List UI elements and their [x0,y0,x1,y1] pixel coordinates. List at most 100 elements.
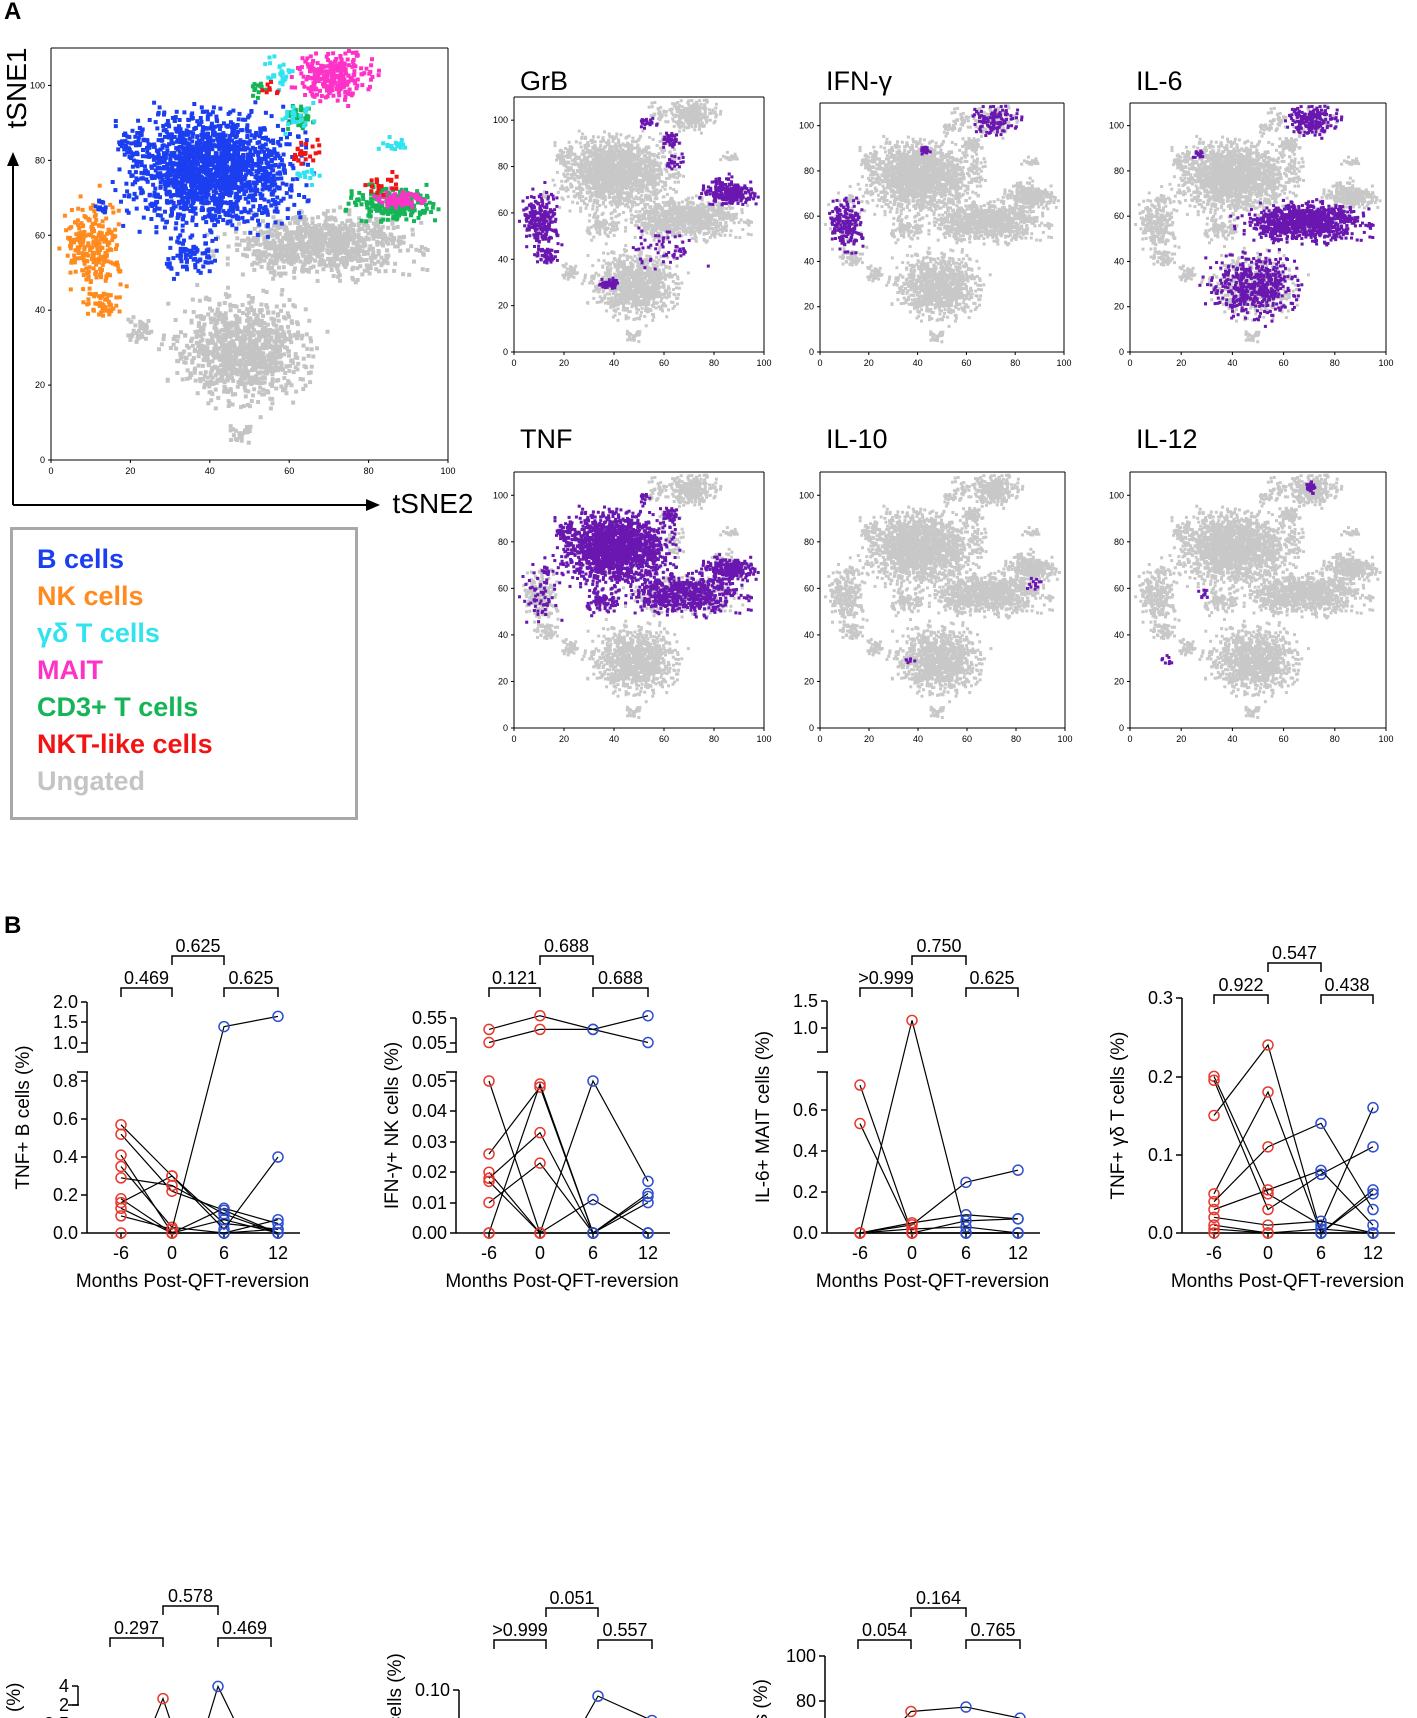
cell-point-ungated [317,230,321,234]
cell-point-ungated [314,225,318,229]
cell-point-ungated [326,209,330,213]
cell-point-ungated [305,332,309,336]
cell-point-ungated [273,273,277,277]
cell-point-ungated [307,319,311,323]
y-tick-label: 60 [35,230,45,240]
cell-point-ungated [260,265,264,269]
cell-point-ungated [320,253,324,257]
cell-point-ungated [316,215,320,219]
cell-point-ungated [303,219,307,223]
cell-point-ungated [333,264,337,268]
cell-point-ungated [235,236,239,240]
cell-point-ungated [295,215,299,219]
cell-point-ungated [237,309,241,313]
cell-point-ungated [298,241,302,245]
cell-point-ungated [191,344,195,348]
cell-point-ungated [296,257,300,261]
cell-point-ungated [385,249,389,253]
cell-point-ungated [337,243,341,247]
cell-point-ungated [356,259,360,263]
cell-point-ungated [235,248,239,252]
cell-point-ungated [256,255,260,259]
cell-point-ungated [366,226,370,230]
cell-point-ungated [381,238,385,242]
cell-point-ungated [316,279,320,283]
cell-point-ungated [363,269,367,273]
cell-point-ungated [338,229,342,233]
cell-point-ungated [286,237,290,241]
cell-point-ungated [268,260,272,264]
cell-point-ungated [271,377,275,381]
cell-point-ungated [181,377,185,381]
cell-point-ungated [304,307,308,311]
cell-point-ungated [350,237,354,241]
cell-point-ungated [386,261,390,265]
cell-point-ungated [411,228,415,232]
cell-point-ungated [293,305,297,309]
cell-point-ungated [325,216,329,220]
cell-point-ungated [267,230,271,234]
cell-point-ungated [330,233,334,237]
cell-point-ungated [241,303,245,307]
cell-point-ungated [250,399,254,403]
cell-point-ungated [351,277,355,281]
cell-point-ungated [247,247,251,251]
cell-point-ungated [343,247,347,251]
cell-point-ungated [325,223,329,227]
cell-point-ungated [301,378,305,382]
cell-point-ungated [226,262,230,266]
cell-point-ungated [175,339,179,343]
cell-point-ungated [379,263,383,267]
cell-point-ungated [278,254,282,258]
cell-point-ungated [271,277,275,281]
cell-point-ungated [360,227,364,231]
cell-point-ungated [288,221,292,225]
cell-point-ungated [328,244,332,248]
cell-point-ungated [288,259,292,263]
cell-point-ungated [274,244,278,248]
cell-point-ungated [296,226,300,230]
cell-point-ungated [291,217,295,221]
cell-point-ungated [252,252,256,256]
cell-point-ungated [327,257,331,261]
cell-point-ungated [334,254,338,258]
cell-point-ungated [269,407,273,411]
cell-point-ungated [304,384,308,388]
cell-point-ungated [357,239,361,243]
cell-point-ungated [258,243,262,247]
cell-point-ungated [305,248,309,252]
cell-point-ungated [271,215,275,219]
cell-point-ungated [334,248,338,252]
cell-point-ungated [414,248,418,252]
cell-point-ungated [340,221,344,225]
cell-point-ungated [362,223,366,227]
cell-point-ungated [248,238,252,242]
cell-point-ungated [365,258,369,262]
cell-point-ungated [266,266,270,270]
cell-point-ungated [376,260,380,264]
cell-point-ungated [407,273,411,277]
cell-point-ungated [293,266,297,270]
cell-point-ungated [262,241,266,245]
cell-point-ungated [269,270,273,274]
cell-point-ungated [363,243,367,247]
cell-point-ungated [421,267,425,271]
cell-point-ungated [338,205,342,209]
cell-point-ungated [292,252,296,256]
cell-point-ungated [277,266,281,270]
cell-point-ungated [252,261,256,265]
cell-point-ungated [392,226,396,230]
cell-point-ungated [343,231,347,235]
cell-point-ungated [182,350,186,354]
cell-point-ungated [296,232,300,236]
cell-point-ungated [348,224,352,228]
cell-point-ungated [275,231,279,235]
cell-point-ungated [386,226,390,230]
cell-point-ungated [174,318,178,322]
cell-point-ungated [235,243,239,247]
cell-point-ungated [363,238,367,242]
cell-point-ungated [223,232,227,236]
cell-point-ungated [245,307,249,311]
cell-point-ungated [392,238,396,242]
cell-point-ungated [292,270,296,274]
